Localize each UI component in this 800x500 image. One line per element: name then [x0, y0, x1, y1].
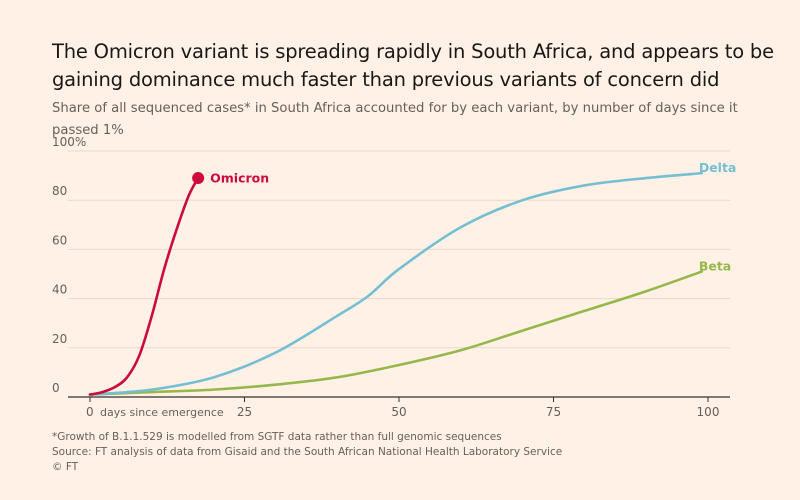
y-tick-label: 60: [52, 233, 67, 247]
series-end-marker-omicron: [192, 172, 205, 185]
footnote-source: Source: FT analysis of data from Gisaid …: [52, 446, 563, 458]
y-tick-label: 80: [52, 184, 67, 198]
footnotes: *Growth of B.1.1.529 is modelled from SG…: [52, 430, 752, 475]
y-tick-label: 0: [52, 381, 60, 395]
footnote-copyright: © FT: [52, 461, 79, 473]
series-line-omicron: [88, 176, 200, 396]
series-labels: Beta Delta Omicron: [210, 160, 736, 273]
y-tick-label: 40: [52, 283, 67, 297]
y-tick-label: 20: [52, 332, 67, 346]
footnote-asterisk: *Growth of B.1.1.529 is modelled from SG…: [52, 431, 502, 443]
chart-title: The Omicron variant is spreading rapidly…: [52, 40, 774, 91]
chart-subtitle: Share of all sequenced cases* in South A…: [52, 101, 738, 138]
series-label-beta: Beta: [699, 259, 731, 274]
x-tick-label: 25: [237, 405, 252, 419]
series-line-delta: [88, 171, 704, 396]
x-axis-title: days since emergence: [100, 406, 224, 419]
x-tick-label: 75: [546, 405, 561, 419]
series-line-beta: [88, 270, 704, 396]
series-lines: [88, 171, 704, 396]
series-label-omicron: Omicron: [210, 171, 269, 186]
x-tick-label: 50: [391, 405, 406, 419]
series-label-delta: Delta: [699, 160, 737, 175]
axes: 0 20 40 60 80 100% 0 days since emergence 25 50 75…: [52, 135, 730, 419]
x-tick-label: 100: [697, 405, 720, 419]
x-tick-label: 0: [86, 405, 94, 419]
y-tick-label: 100%: [52, 135, 86, 149]
